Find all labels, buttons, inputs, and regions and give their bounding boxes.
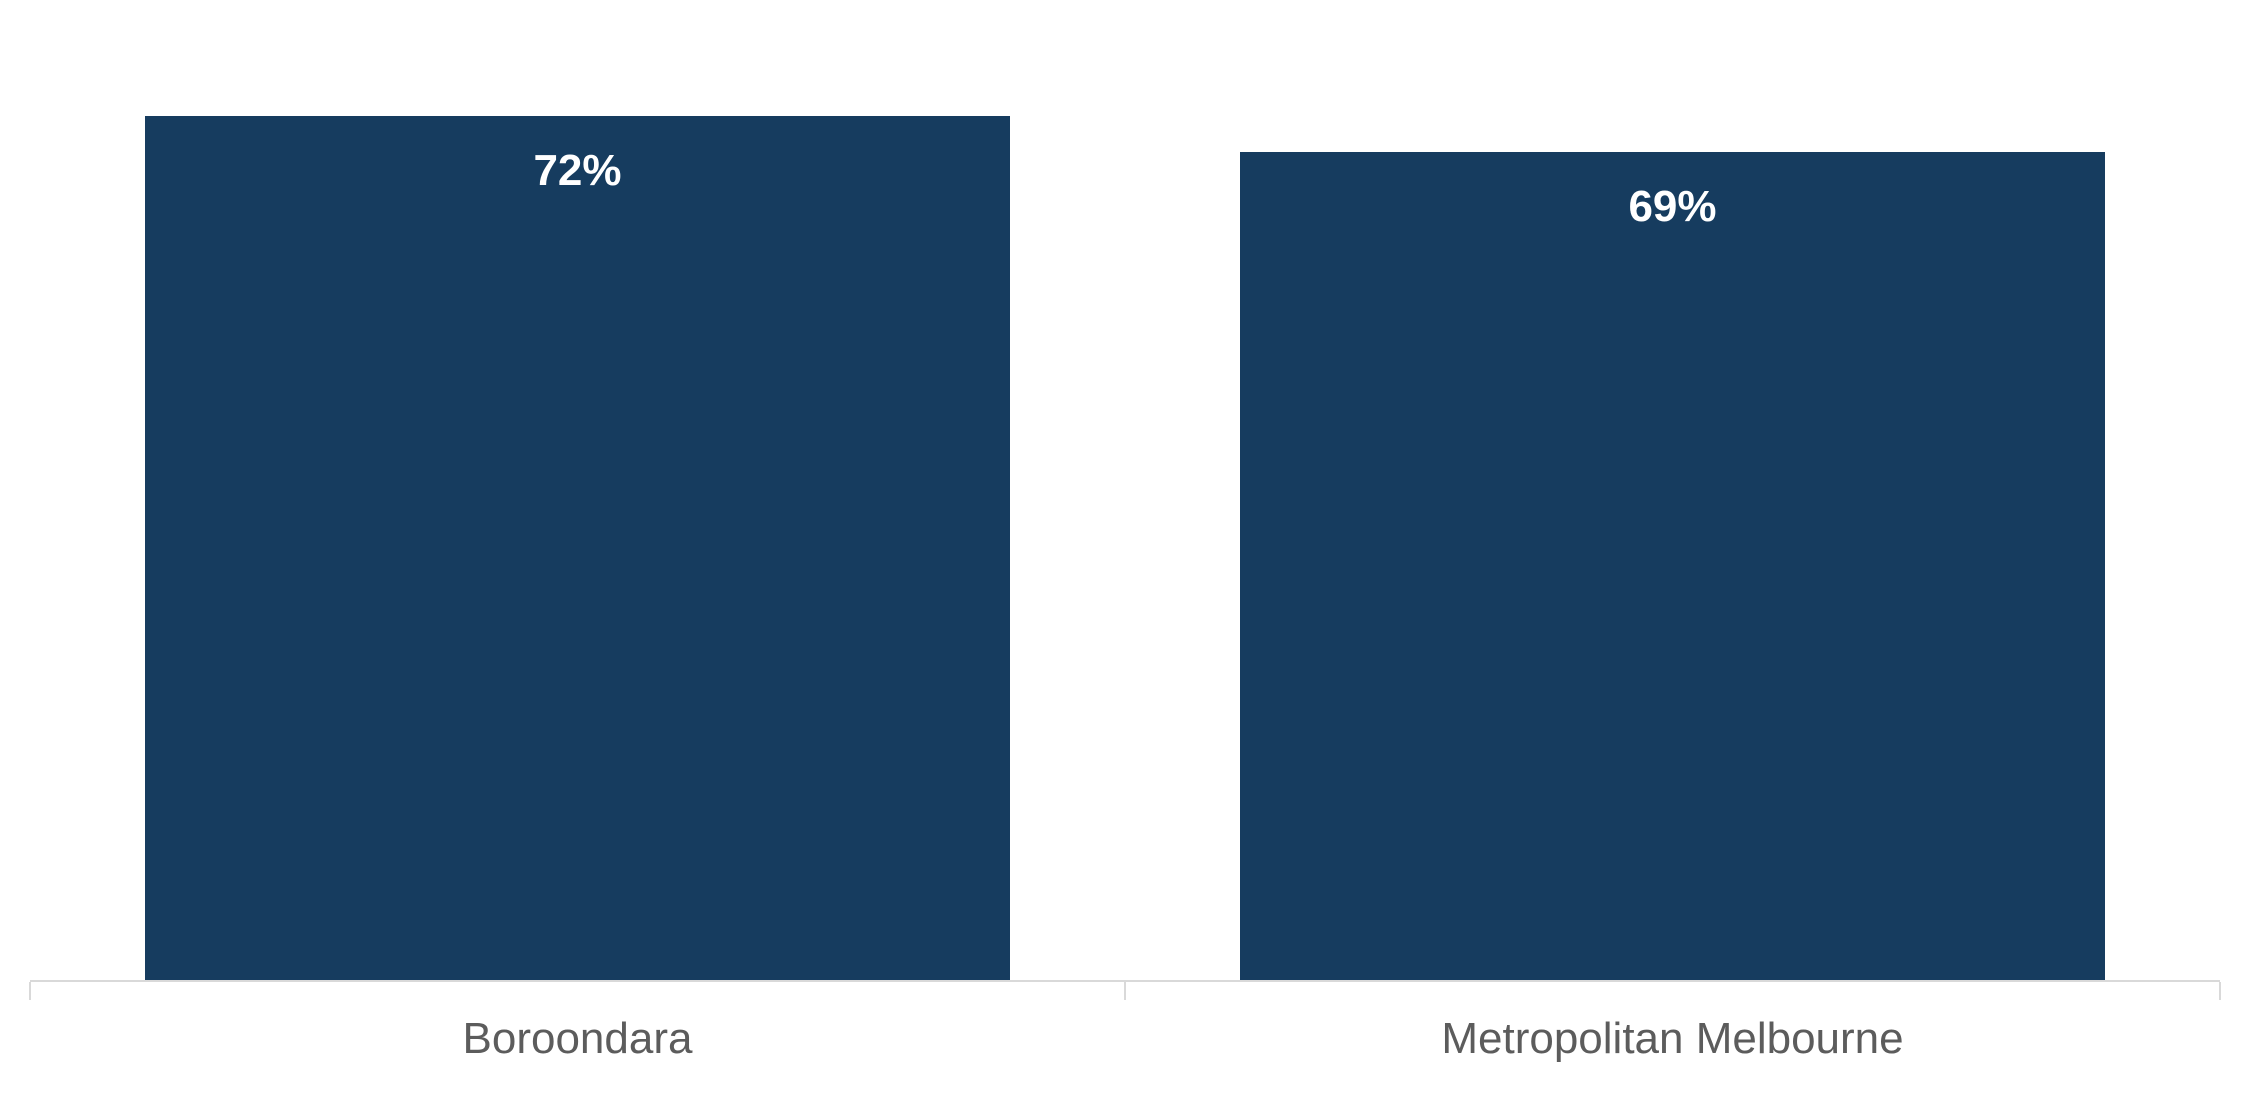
x-axis-tick bbox=[2219, 982, 2221, 1000]
x-axis-tick bbox=[1124, 982, 1126, 1000]
plot-area: 72%Boroondara69%Metropolitan Melbourne bbox=[30, 20, 2220, 980]
bar: 72% bbox=[145, 116, 1010, 980]
x-axis-tick bbox=[29, 982, 31, 1000]
category-label: Metropolitan Melbourne bbox=[1125, 1014, 2220, 1064]
bar-chart: 72% Boroondara 69% Metropolitan Melbourne bbox=[0, 0, 2248, 1099]
bar-value-label: 72% bbox=[145, 146, 1010, 196]
bar: 69% bbox=[1240, 152, 2105, 980]
category-label: Boroondara bbox=[30, 1014, 1125, 1064]
bar-value-label: 69% bbox=[1240, 182, 2105, 232]
